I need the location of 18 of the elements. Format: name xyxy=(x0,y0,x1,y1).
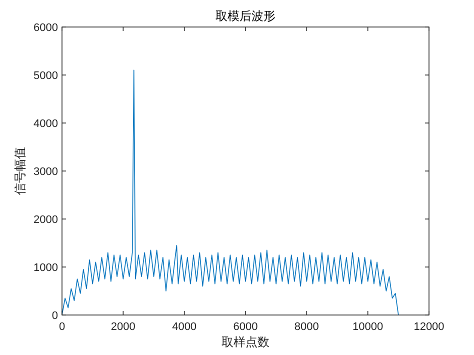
x-tick-label: 8000 xyxy=(294,321,319,333)
x-tick-label: 10000 xyxy=(352,321,384,333)
x-tick-label: 2000 xyxy=(110,321,136,333)
x-tick-label: 4000 xyxy=(172,321,197,333)
y-tick-label: 5000 xyxy=(34,70,58,82)
x-tick-label: 0 xyxy=(58,321,66,333)
y-tick-label: 0 xyxy=(52,310,58,322)
y-tick-label: 3000 xyxy=(34,166,58,178)
y-tick-label: 4000 xyxy=(34,118,58,130)
y-tick-label: 2000 xyxy=(34,214,58,226)
chart-title: 取模后波形 xyxy=(216,9,276,23)
line-series xyxy=(62,70,399,316)
y-axis-title: 信号幅值 xyxy=(13,147,27,195)
x-tick-label: 6000 xyxy=(233,321,258,333)
x-tick-label: 12000 xyxy=(414,321,444,333)
y-tick-label: 6000 xyxy=(34,22,58,34)
y-tick-label: 1000 xyxy=(34,262,58,274)
x-axis-title: 取样点数 xyxy=(222,335,270,349)
